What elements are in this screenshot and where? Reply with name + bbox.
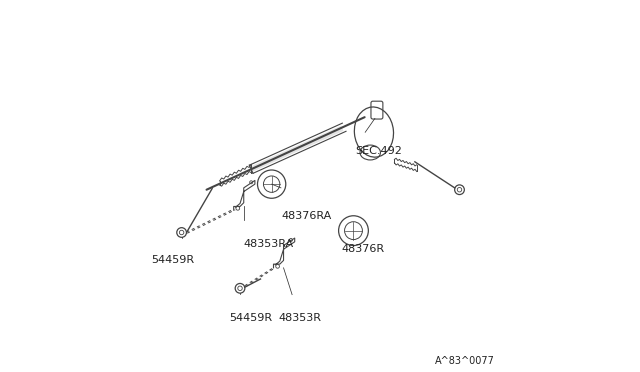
Text: 54459R: 54459R <box>230 313 273 323</box>
Text: 48353R: 48353R <box>278 313 321 323</box>
Text: 48376RA: 48376RA <box>281 211 331 221</box>
Text: 48376R: 48376R <box>341 244 385 254</box>
Text: 54459R: 54459R <box>152 256 195 265</box>
Text: A^83^0077: A^83^0077 <box>435 356 495 366</box>
Text: 48353RA: 48353RA <box>244 239 294 248</box>
Text: SEC.492: SEC.492 <box>355 146 402 155</box>
